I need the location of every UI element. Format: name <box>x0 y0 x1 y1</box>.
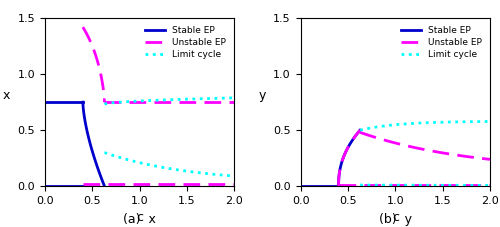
Legend: Stable EP, Unstable EP, Limit cycle: Stable EP, Unstable EP, Limit cycle <box>142 23 230 62</box>
Y-axis label: x: x <box>3 89 10 102</box>
X-axis label: c: c <box>392 211 399 225</box>
X-axis label: c: c <box>136 211 143 225</box>
Text: (a)  x: (a) x <box>123 213 156 226</box>
Y-axis label: y: y <box>258 89 266 102</box>
Text: (b)  y: (b) y <box>379 213 412 226</box>
Legend: Stable EP, Unstable EP, Limit cycle: Stable EP, Unstable EP, Limit cycle <box>398 23 486 62</box>
